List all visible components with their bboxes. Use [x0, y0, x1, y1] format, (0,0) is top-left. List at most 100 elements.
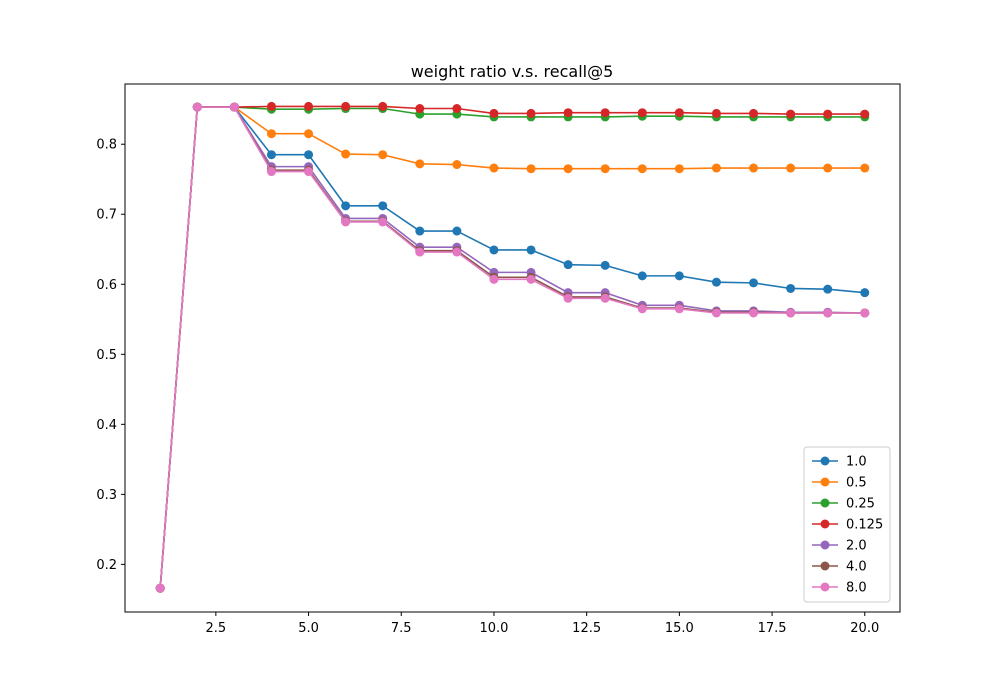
- legend-item-0.25: 0.25: [812, 497, 875, 512]
- plot-area: [155, 101, 870, 593]
- legend-item-8.0: 8.0: [812, 581, 867, 596]
- axes: 2.5 5.0 7.5 10.0 12.5 15.0 17.5 20.0 0.2 0.3 0.4 0.…: [96, 83, 901, 636]
- legend-swatch-marker: [820, 582, 830, 592]
- data-point-0.5-10: [489, 163, 499, 173]
- data-point-0.125-16: [711, 108, 721, 118]
- data-point-0.125-17: [749, 108, 759, 118]
- x-tick-label: 20.0: [850, 621, 879, 636]
- data-point-0.125-11: [526, 108, 536, 118]
- data-point-0.125-8: [415, 104, 425, 114]
- data-point-0.5-17: [749, 163, 759, 173]
- data-point-1.0-14: [637, 271, 647, 281]
- data-point-0.125-19: [823, 109, 833, 119]
- data-point-0.5-8: [415, 159, 425, 169]
- legend-label: 8.0: [846, 581, 867, 596]
- data-point-0.5-9: [452, 160, 462, 170]
- legend-item-0.5: 0.5: [812, 476, 867, 491]
- data-point-8.0-20: [860, 308, 870, 318]
- data-point-8.0-11: [526, 274, 536, 284]
- data-point-0.5-16: [711, 163, 721, 173]
- data-point-8.0-14: [637, 304, 647, 314]
- data-point-8.0-7: [378, 217, 388, 227]
- data-point-0.5-12: [563, 164, 573, 174]
- y-tick-label: 0.5: [96, 348, 117, 363]
- data-point-0.125-9: [452, 104, 462, 114]
- data-point-8.0-19: [823, 308, 833, 318]
- data-point-0.5-13: [600, 164, 610, 174]
- data-point-0.5-14: [637, 164, 647, 174]
- data-point-0.5-18: [786, 163, 796, 173]
- series-0.125: [155, 101, 870, 593]
- series-line-1.0: [159, 106, 865, 589]
- data-point-0.5-5: [304, 129, 314, 139]
- y-tick-label: 0.2: [96, 558, 117, 573]
- x-tick-label: 12.5: [572, 621, 601, 636]
- y-tick-label: 0.8: [96, 138, 117, 153]
- data-point-0.5-20: [860, 163, 870, 173]
- data-point-0.125-5: [304, 101, 314, 111]
- data-point-8.0-15: [674, 304, 684, 314]
- data-point-0.125-13: [600, 108, 610, 118]
- legend-swatch-marker: [820, 561, 830, 571]
- data-point-1.0-11: [526, 245, 536, 255]
- data-point-0.5-6: [341, 149, 351, 159]
- series-line-0.25: [159, 106, 865, 589]
- legend-item-4.0: 4.0: [812, 560, 867, 575]
- data-point-0.125-15: [674, 108, 684, 118]
- data-point-8.0-5: [304, 167, 314, 177]
- data-point-0.5-7: [378, 150, 388, 160]
- x-tick-label: 7.5: [391, 621, 412, 636]
- data-point-8.0-16: [711, 308, 721, 318]
- series-8.0: [155, 102, 870, 593]
- legend-label: 1.0: [846, 455, 867, 470]
- data-point-0.125-12: [563, 108, 573, 118]
- x-tick-label: 2.5: [206, 621, 227, 636]
- data-point-8.0-12: [563, 293, 573, 303]
- data-point-0.125-14: [637, 108, 647, 118]
- data-point-8.0-9: [452, 247, 462, 257]
- legend-swatch-marker: [820, 498, 830, 508]
- data-point-1.0-17: [749, 278, 759, 288]
- chart-title: weight ratio v.s. recall@5: [411, 62, 614, 81]
- data-point-1.0-20: [860, 288, 870, 298]
- x-tick-label: 5.0: [298, 621, 319, 636]
- series-line-8.0: [159, 106, 865, 589]
- data-point-1.0-19: [823, 284, 833, 294]
- data-point-0.125-10: [489, 108, 499, 118]
- data-point-1.0-16: [711, 277, 721, 287]
- data-point-1.0-7: [378, 201, 388, 211]
- data-point-1.0-12: [563, 260, 573, 270]
- data-point-8.0-2: [192, 102, 202, 112]
- legend: 1.0 0.5 0.25 0.125 2.0 4.0 8.0: [803, 446, 891, 603]
- x-tick-label: 17.5: [758, 621, 787, 636]
- legend-label: 4.0: [846, 560, 867, 575]
- data-point-0.5-19: [823, 163, 833, 173]
- legend-label: 0.125: [846, 518, 883, 533]
- legend-item-1.0: 1.0: [812, 455, 867, 470]
- legend-item-0.125: 0.125: [812, 518, 883, 533]
- legend-swatch-marker: [820, 540, 830, 550]
- y-tick-label: 0.7: [96, 208, 117, 223]
- x-tick-label: 15.0: [665, 621, 694, 636]
- legend-swatch-marker: [820, 519, 830, 529]
- legend-label: 0.5: [846, 476, 867, 491]
- data-point-0.5-11: [526, 164, 536, 174]
- legend-item-2.0: 2.0: [812, 539, 867, 554]
- data-point-1.0-9: [452, 226, 462, 236]
- data-point-8.0-8: [415, 247, 425, 257]
- data-point-8.0-13: [600, 293, 610, 303]
- data-point-8.0-1: [155, 583, 165, 593]
- legend-label: 0.25: [846, 497, 875, 512]
- data-point-0.125-18: [786, 109, 796, 119]
- data-point-8.0-3: [229, 102, 239, 112]
- data-point-8.0-17: [749, 308, 759, 318]
- data-point-1.0-6: [341, 201, 351, 211]
- data-point-8.0-4: [266, 167, 276, 177]
- x-tick-label: 10.0: [479, 621, 508, 636]
- data-point-0.5-15: [674, 164, 684, 174]
- data-point-1.0-5: [304, 150, 314, 160]
- data-point-1.0-13: [600, 260, 610, 270]
- data-point-8.0-10: [489, 274, 499, 284]
